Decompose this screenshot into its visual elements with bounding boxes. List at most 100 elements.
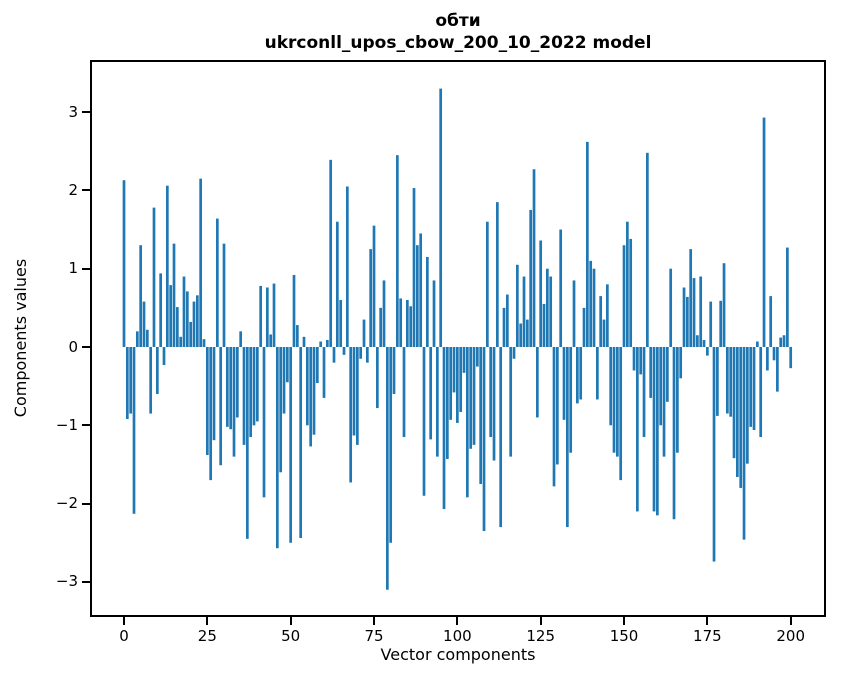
bar [396,155,399,347]
x-tick-mark [456,617,459,625]
bar [312,347,316,435]
bar [345,186,349,347]
bar [209,347,213,481]
bar [225,347,229,427]
bar [122,180,126,347]
y-tick-label: 1 [68,259,78,278]
bar [586,141,589,347]
bar [719,300,723,347]
bar [536,347,539,418]
bar [275,347,279,549]
bar [539,240,543,347]
x-tick-mark [373,617,376,625]
bar [446,347,449,459]
bar [686,296,689,347]
bar [569,347,573,453]
bar [295,325,299,347]
bar [426,256,429,347]
bar [322,347,326,398]
bar [776,347,779,392]
bar [469,347,473,449]
bar [419,233,423,347]
bar [699,276,703,347]
x-tick-mark [123,617,125,625]
bar [646,152,649,347]
bar [429,347,433,440]
bar [492,347,496,461]
bar [189,321,193,347]
bar [716,347,719,416]
bar [305,347,309,426]
bar [576,347,579,404]
bar [309,347,313,447]
bar [229,347,233,430]
bar [205,347,209,456]
bars-canvas [122,88,793,590]
bar [619,347,623,481]
bar [339,300,343,347]
bar [672,347,676,520]
bar [402,347,406,438]
bar [606,284,609,347]
bar [689,249,693,348]
x-tick-mark [289,617,292,625]
x-axis-label: Vector components [380,645,536,664]
x-tick-mark [789,617,792,625]
bar [582,307,586,347]
bar [376,347,379,409]
bar [566,347,569,528]
bar [599,296,603,347]
bar [466,347,469,498]
bar [302,336,306,347]
bar [726,347,729,414]
bar [766,347,769,371]
bar [299,347,303,539]
bar [789,347,793,369]
bar [472,347,476,445]
bar [772,347,776,361]
x-tick-label: 175 [693,627,722,645]
bar [626,221,629,347]
y-tick-mark [82,267,90,270]
bar [632,347,636,371]
y-tick-label: 2 [68,180,78,199]
bar [779,337,783,347]
y-tick-label: −3 [55,572,78,591]
y-tick-mark [82,424,90,427]
bar [239,331,243,347]
bar [342,347,346,355]
bar [199,178,203,347]
bar [389,347,393,543]
y-tick-label: −2 [55,494,78,513]
bar [432,280,436,347]
bar [349,347,353,483]
bar [442,347,446,510]
bar [476,347,479,367]
bar [659,347,663,426]
bar [382,280,386,347]
x-tick-mark [206,617,209,625]
bar [412,188,416,347]
bar [762,117,766,347]
bar [125,347,129,420]
bar [179,336,183,347]
bar [522,276,526,347]
bar [192,301,196,347]
bar [616,347,619,457]
bar [269,334,273,347]
bar [526,319,529,347]
bar [436,347,439,457]
y-tick-mark [82,580,90,583]
bar [589,260,593,347]
bar [356,347,359,445]
bar [255,347,259,422]
bar [399,298,403,347]
bar [649,347,653,398]
bar [612,347,616,453]
bar [159,273,163,347]
bar [462,347,466,373]
bar [262,347,266,498]
bar [409,306,413,347]
bar [702,339,706,347]
